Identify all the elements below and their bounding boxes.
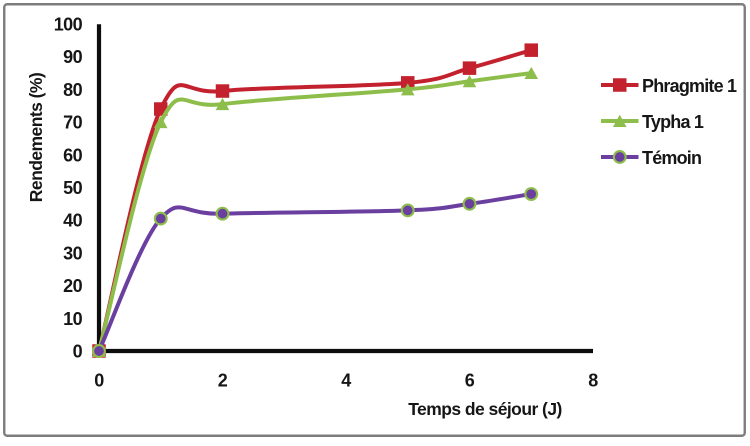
legend-item: Phragmite 1: [601, 76, 738, 96]
marker-triangle: [400, 83, 415, 96]
marker-triangle: [524, 66, 539, 80]
x-tick-label: 4: [341, 371, 351, 391]
marker-square: [215, 84, 230, 98]
legend-label: Phragmite 1: [642, 76, 737, 96]
marker-triangle: [153, 115, 168, 129]
marker-square: [462, 61, 477, 75]
marker-square: [613, 78, 627, 92]
y-axis-title: Rendements (%): [26, 73, 46, 202]
marker-circle: [215, 206, 230, 221]
marker-square: [401, 76, 415, 90]
y-tick-label: 100: [54, 15, 83, 35]
x-tick-label: 6: [465, 371, 475, 391]
marker-circle: [462, 196, 477, 211]
marker-triangle: [215, 97, 230, 111]
x-tick-labels: 0 2 4 6 8: [94, 371, 599, 391]
marker-circle: [92, 344, 106, 358]
marker-circle: [524, 187, 539, 201]
image-border: [3, 3, 746, 437]
y-tick-label: 90: [63, 47, 82, 67]
y-tick-label: 30: [63, 243, 82, 263]
x-tick-label: 2: [218, 371, 228, 391]
x-tick-label: 0: [94, 371, 104, 391]
marker-triangle: [612, 114, 627, 127]
marker-square: [524, 43, 538, 57]
marker-circle: [400, 203, 415, 218]
y-tick-label: 80: [63, 80, 82, 100]
legend-label: Typha 1: [642, 112, 704, 132]
axes: [96, 24, 593, 354]
y-tick-label: 40: [63, 211, 82, 231]
legend: Phragmite 1 Typha 1 Témoin: [601, 76, 738, 168]
legend-item: Typha 1: [601, 112, 705, 132]
marker-circle: [612, 150, 627, 164]
y-tick-labels: 0 10 20 30 40 50 60 70 80 90 100: [54, 15, 83, 362]
x-tick-label: 8: [588, 371, 598, 391]
marker-circle: [153, 211, 168, 226]
y-tick-label: 50: [63, 178, 82, 198]
series-témoin: [92, 187, 539, 358]
series-phragmite-1: [92, 43, 538, 358]
legend-item: Témoin: [601, 148, 702, 168]
marker-triangle: [462, 75, 477, 88]
y-tick-label: 70: [63, 113, 82, 133]
y-tick-label: 10: [63, 309, 82, 329]
y-tick-label: 0: [73, 342, 83, 362]
x-axis-title: Temps de séjour (J): [408, 399, 562, 419]
y-tick-label: 20: [63, 276, 82, 296]
legend-label: Témoin: [642, 148, 701, 168]
y-tick-label: 60: [63, 145, 82, 165]
